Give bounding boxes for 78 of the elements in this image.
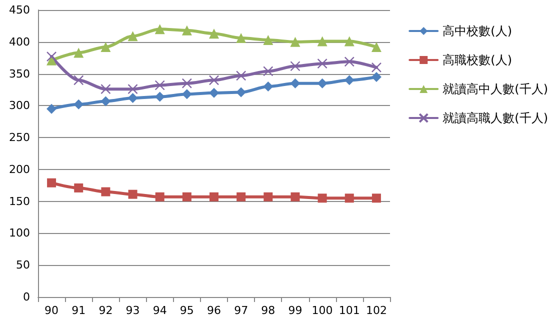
- point: [317, 58, 328, 69]
- point: [46, 104, 57, 114]
- y-tick-label: 300: [9, 99, 30, 112]
- y-tick-label: 0: [23, 290, 30, 304]
- point: [46, 51, 57, 62]
- point: [290, 36, 300, 47]
- x-tick-label: 98: [261, 304, 276, 317]
- x-tick-label: 94: [152, 304, 167, 317]
- point: [290, 192, 300, 202]
- point: [263, 34, 274, 45]
- x-tick-label: 97: [234, 304, 248, 317]
- point: [372, 194, 381, 203]
- x-tick-label: 90: [44, 304, 59, 317]
- x-tick-label: 99: [288, 304, 302, 317]
- point: [182, 78, 192, 88]
- point: [318, 194, 327, 203]
- x-tick-label: 100: [312, 304, 333, 317]
- point: [371, 62, 382, 72]
- y-tick-label: 200: [9, 162, 30, 176]
- point: [182, 192, 192, 202]
- point: [154, 80, 165, 90]
- point: [74, 75, 84, 86]
- point: [209, 88, 219, 98]
- point: [100, 42, 111, 52]
- point: [182, 89, 192, 100]
- point: [236, 192, 246, 202]
- legend-label: 就讀高職人數(千人): [442, 111, 548, 125]
- y-tick-label: 350: [9, 67, 30, 80]
- y-tick-label: 400: [9, 35, 30, 48]
- point: [263, 82, 274, 92]
- point: [154, 24, 165, 34]
- legend-label: 高中校數(人): [442, 24, 512, 38]
- point: [128, 93, 138, 104]
- point: [100, 84, 111, 94]
- point: [290, 61, 300, 72]
- x-tick-label: 91: [72, 304, 86, 317]
- point: [236, 70, 246, 81]
- point: [128, 190, 138, 199]
- point: [344, 75, 354, 86]
- point: [344, 56, 354, 67]
- point: [47, 178, 56, 188]
- point: [209, 28, 219, 39]
- y-tick-label: 150: [9, 194, 30, 208]
- point: [128, 31, 138, 42]
- point: [317, 78, 328, 88]
- point: [100, 96, 111, 106]
- point: [74, 183, 84, 192]
- point: [371, 72, 382, 82]
- point: [344, 36, 354, 46]
- point: [128, 84, 138, 94]
- x-tick-label: 101: [338, 304, 360, 317]
- point: [182, 25, 192, 36]
- x-tick-label: 102: [366, 304, 387, 317]
- point: [101, 187, 110, 196]
- point: [210, 192, 218, 202]
- point: [263, 66, 274, 76]
- x-tick-label: 95: [180, 304, 194, 317]
- legend-label: 高職校數(人): [442, 53, 512, 67]
- y-tick-label: 250: [9, 131, 30, 144]
- x-tick-label: 92: [98, 304, 113, 317]
- y-tick-label: 100: [9, 226, 30, 240]
- legend-label: 就讀高中人數(千人): [442, 82, 548, 96]
- point: [74, 48, 84, 58]
- point: [236, 87, 246, 98]
- point: [317, 36, 328, 46]
- point: [155, 192, 164, 202]
- point: [236, 33, 246, 44]
- point: [208, 75, 220, 86]
- x-tick-label: 96: [207, 304, 221, 317]
- point: [371, 42, 382, 52]
- y-tick-label: 450: [9, 4, 30, 16]
- point: [344, 194, 354, 203]
- point: [74, 99, 84, 110]
- point: [290, 78, 300, 88]
- x-tick-label: 93: [126, 304, 140, 317]
- point: [154, 92, 165, 102]
- y-tick-label: 50: [16, 258, 30, 272]
- point: [264, 192, 273, 202]
